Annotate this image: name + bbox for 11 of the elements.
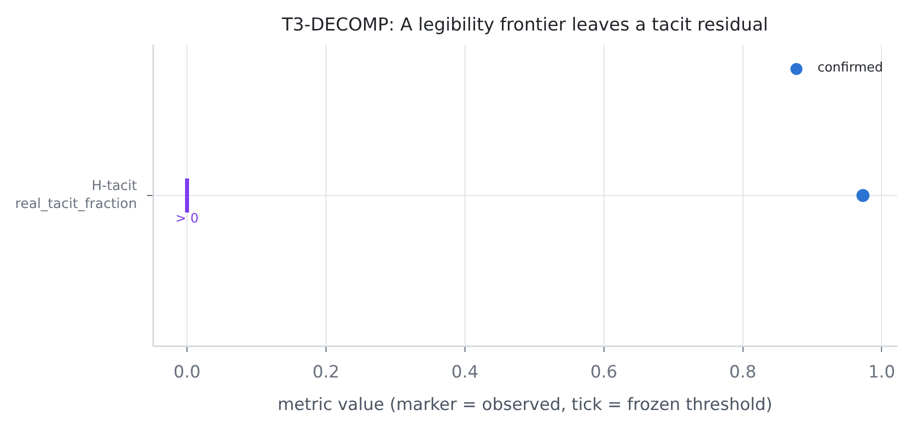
x-tick-label: 1.0 <box>868 362 896 383</box>
x-axis-title: metric value (marker = observed, tick = frozen threshold) <box>278 395 772 416</box>
x-tick-label: 0.2 <box>312 362 340 383</box>
x-tick-label: 0.0 <box>174 362 201 383</box>
ref-line-label: > 0 <box>175 211 199 226</box>
x-tick-label: 0.4 <box>451 362 478 383</box>
x-tick-label: 0.8 <box>729 362 756 383</box>
x-tick-label: 0.6 <box>590 362 618 383</box>
y-tick-label: H-tacit real_tacit_fraction <box>15 178 137 212</box>
legend-label: confirmed <box>817 60 884 76</box>
chart-title: T3-DECOMP: A legibility frontier leaves a tacit residual <box>280 14 768 36</box>
